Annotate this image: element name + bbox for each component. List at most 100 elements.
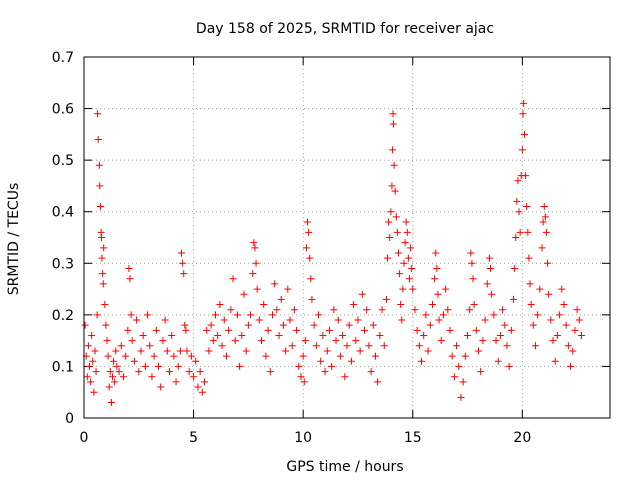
data-point	[388, 182, 396, 190]
data-point	[539, 218, 547, 226]
data-point	[343, 342, 351, 350]
data-point	[183, 347, 191, 355]
data-point	[83, 373, 91, 381]
data-point	[538, 244, 546, 252]
data-point	[103, 337, 111, 345]
data-point	[297, 373, 305, 381]
data-point	[115, 368, 123, 376]
data-point	[477, 368, 485, 376]
data-point	[431, 275, 439, 283]
data-point	[209, 337, 217, 345]
x-tick-label: 0	[80, 430, 89, 446]
data-point	[271, 280, 279, 288]
data-point	[168, 331, 176, 339]
data-point	[481, 316, 489, 324]
data-point	[179, 259, 187, 267]
y-tick-label: 0	[65, 411, 74, 427]
data-point	[523, 203, 531, 211]
data-point	[317, 357, 325, 365]
plot-frame	[83, 56, 611, 419]
data-point	[409, 285, 417, 293]
data-point	[397, 301, 405, 309]
data-point	[512, 234, 520, 241]
data-point	[479, 337, 487, 345]
data-point	[334, 316, 342, 324]
data-point	[433, 264, 441, 272]
data-point	[404, 254, 412, 262]
data-point	[464, 331, 472, 339]
data-point	[399, 285, 407, 293]
data-point	[178, 249, 186, 257]
data-point	[496, 331, 504, 339]
y-tick-label: 0.6	[52, 102, 74, 118]
data-point	[547, 316, 555, 324]
data-point	[442, 285, 450, 293]
data-point	[466, 306, 474, 314]
data-point	[575, 316, 583, 324]
data-point	[170, 352, 178, 360]
data-point	[288, 342, 296, 350]
data-point	[93, 311, 101, 319]
data-point	[185, 368, 193, 376]
data-point	[475, 347, 482, 355]
data-point	[356, 347, 364, 355]
data-point	[426, 321, 434, 329]
data-point	[321, 368, 329, 376]
data-point	[182, 326, 190, 334]
data-point	[101, 301, 109, 309]
tick-labels: 0 0.1 0.2 0.3 0.4 0.5 0.6 0.7 0 5 10 15 20	[52, 50, 532, 446]
data-point	[216, 301, 224, 309]
data-point	[95, 161, 103, 169]
data-point	[398, 316, 406, 324]
data-point	[203, 326, 211, 334]
data-point	[514, 177, 522, 185]
data-point	[282, 347, 290, 355]
data-point	[542, 228, 550, 236]
data-point	[91, 347, 99, 355]
data-point	[573, 306, 581, 314]
data-point	[225, 326, 233, 334]
data-point	[369, 321, 377, 329]
data-point	[345, 321, 353, 329]
data-point	[350, 301, 358, 309]
data-point	[244, 321, 252, 329]
data-point	[536, 285, 544, 293]
data-point	[110, 357, 118, 365]
data-point	[236, 362, 244, 370]
data-point	[266, 368, 274, 376]
data-point	[405, 275, 413, 283]
data-point	[212, 311, 219, 319]
data-point	[88, 331, 96, 339]
data-point	[541, 213, 549, 221]
data-point	[564, 342, 572, 350]
data-point	[444, 306, 452, 314]
data-point	[174, 362, 182, 370]
data-point	[549, 337, 557, 345]
data-point	[401, 239, 409, 247]
data-point	[220, 316, 228, 324]
data-point	[295, 362, 303, 370]
data-point	[150, 352, 158, 360]
data-point	[277, 295, 285, 303]
data-point	[163, 347, 171, 355]
data-point	[488, 290, 496, 298]
data-point	[146, 342, 154, 350]
data-point	[264, 326, 272, 334]
data-point	[503, 342, 511, 350]
data-point	[106, 368, 114, 376]
data-point	[387, 208, 395, 216]
data-point	[382, 295, 390, 303]
data-point	[233, 311, 241, 319]
data-point	[420, 331, 428, 339]
data-point	[99, 280, 107, 288]
data-point	[284, 285, 292, 293]
data-point	[141, 362, 149, 370]
data-point	[107, 399, 115, 407]
data-point	[255, 316, 263, 324]
x-tick-label: 10	[294, 430, 312, 446]
data-point	[92, 368, 100, 376]
data-point	[467, 249, 475, 257]
data-point	[450, 373, 458, 381]
data-point	[422, 311, 430, 319]
data-point	[374, 378, 382, 386]
